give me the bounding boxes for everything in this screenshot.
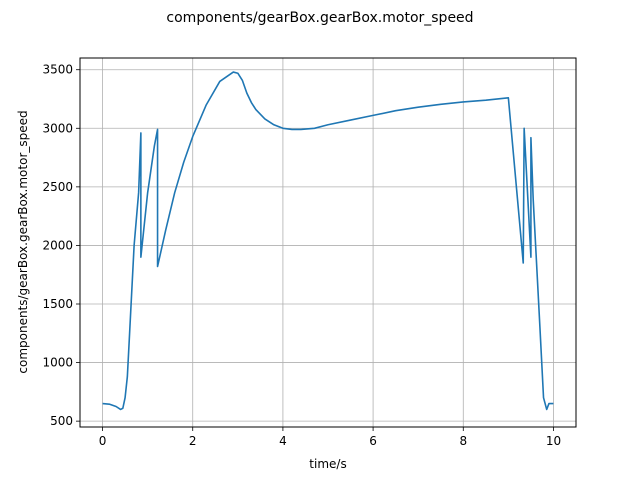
x-axis: 0 2 4 6 8 10 [99, 427, 561, 448]
y-tick-label: 2000 [42, 238, 73, 252]
x-axis-label: time/s [309, 457, 346, 471]
x-tick-label: 0 [99, 434, 107, 448]
x-tick-label: 10 [546, 434, 561, 448]
x-tick-label: 2 [189, 434, 197, 448]
y-axis: 500 1000 1500 2000 2500 3000 3500 [42, 63, 80, 428]
series-line [102, 71, 554, 411]
plot-area [102, 71, 554, 411]
y-tick-label: 3000 [42, 121, 73, 135]
y-axis-label: components/gearBox.gearBox.motor_speed [16, 110, 30, 373]
x-tick-label: 8 [459, 434, 467, 448]
x-tick-label: 6 [369, 434, 377, 448]
y-tick-label: 3500 [42, 63, 73, 77]
grid [80, 58, 576, 427]
y-tick-label: 500 [50, 414, 73, 428]
y-tick-label: 1500 [42, 297, 73, 311]
axes-frame [79, 57, 577, 428]
y-tick-label: 1000 [42, 356, 73, 370]
chart-title: components/gearBox.gearBox.motor_speed [166, 10, 473, 26]
x-tick-label: 4 [279, 434, 287, 448]
y-tick-label: 2500 [42, 180, 73, 194]
